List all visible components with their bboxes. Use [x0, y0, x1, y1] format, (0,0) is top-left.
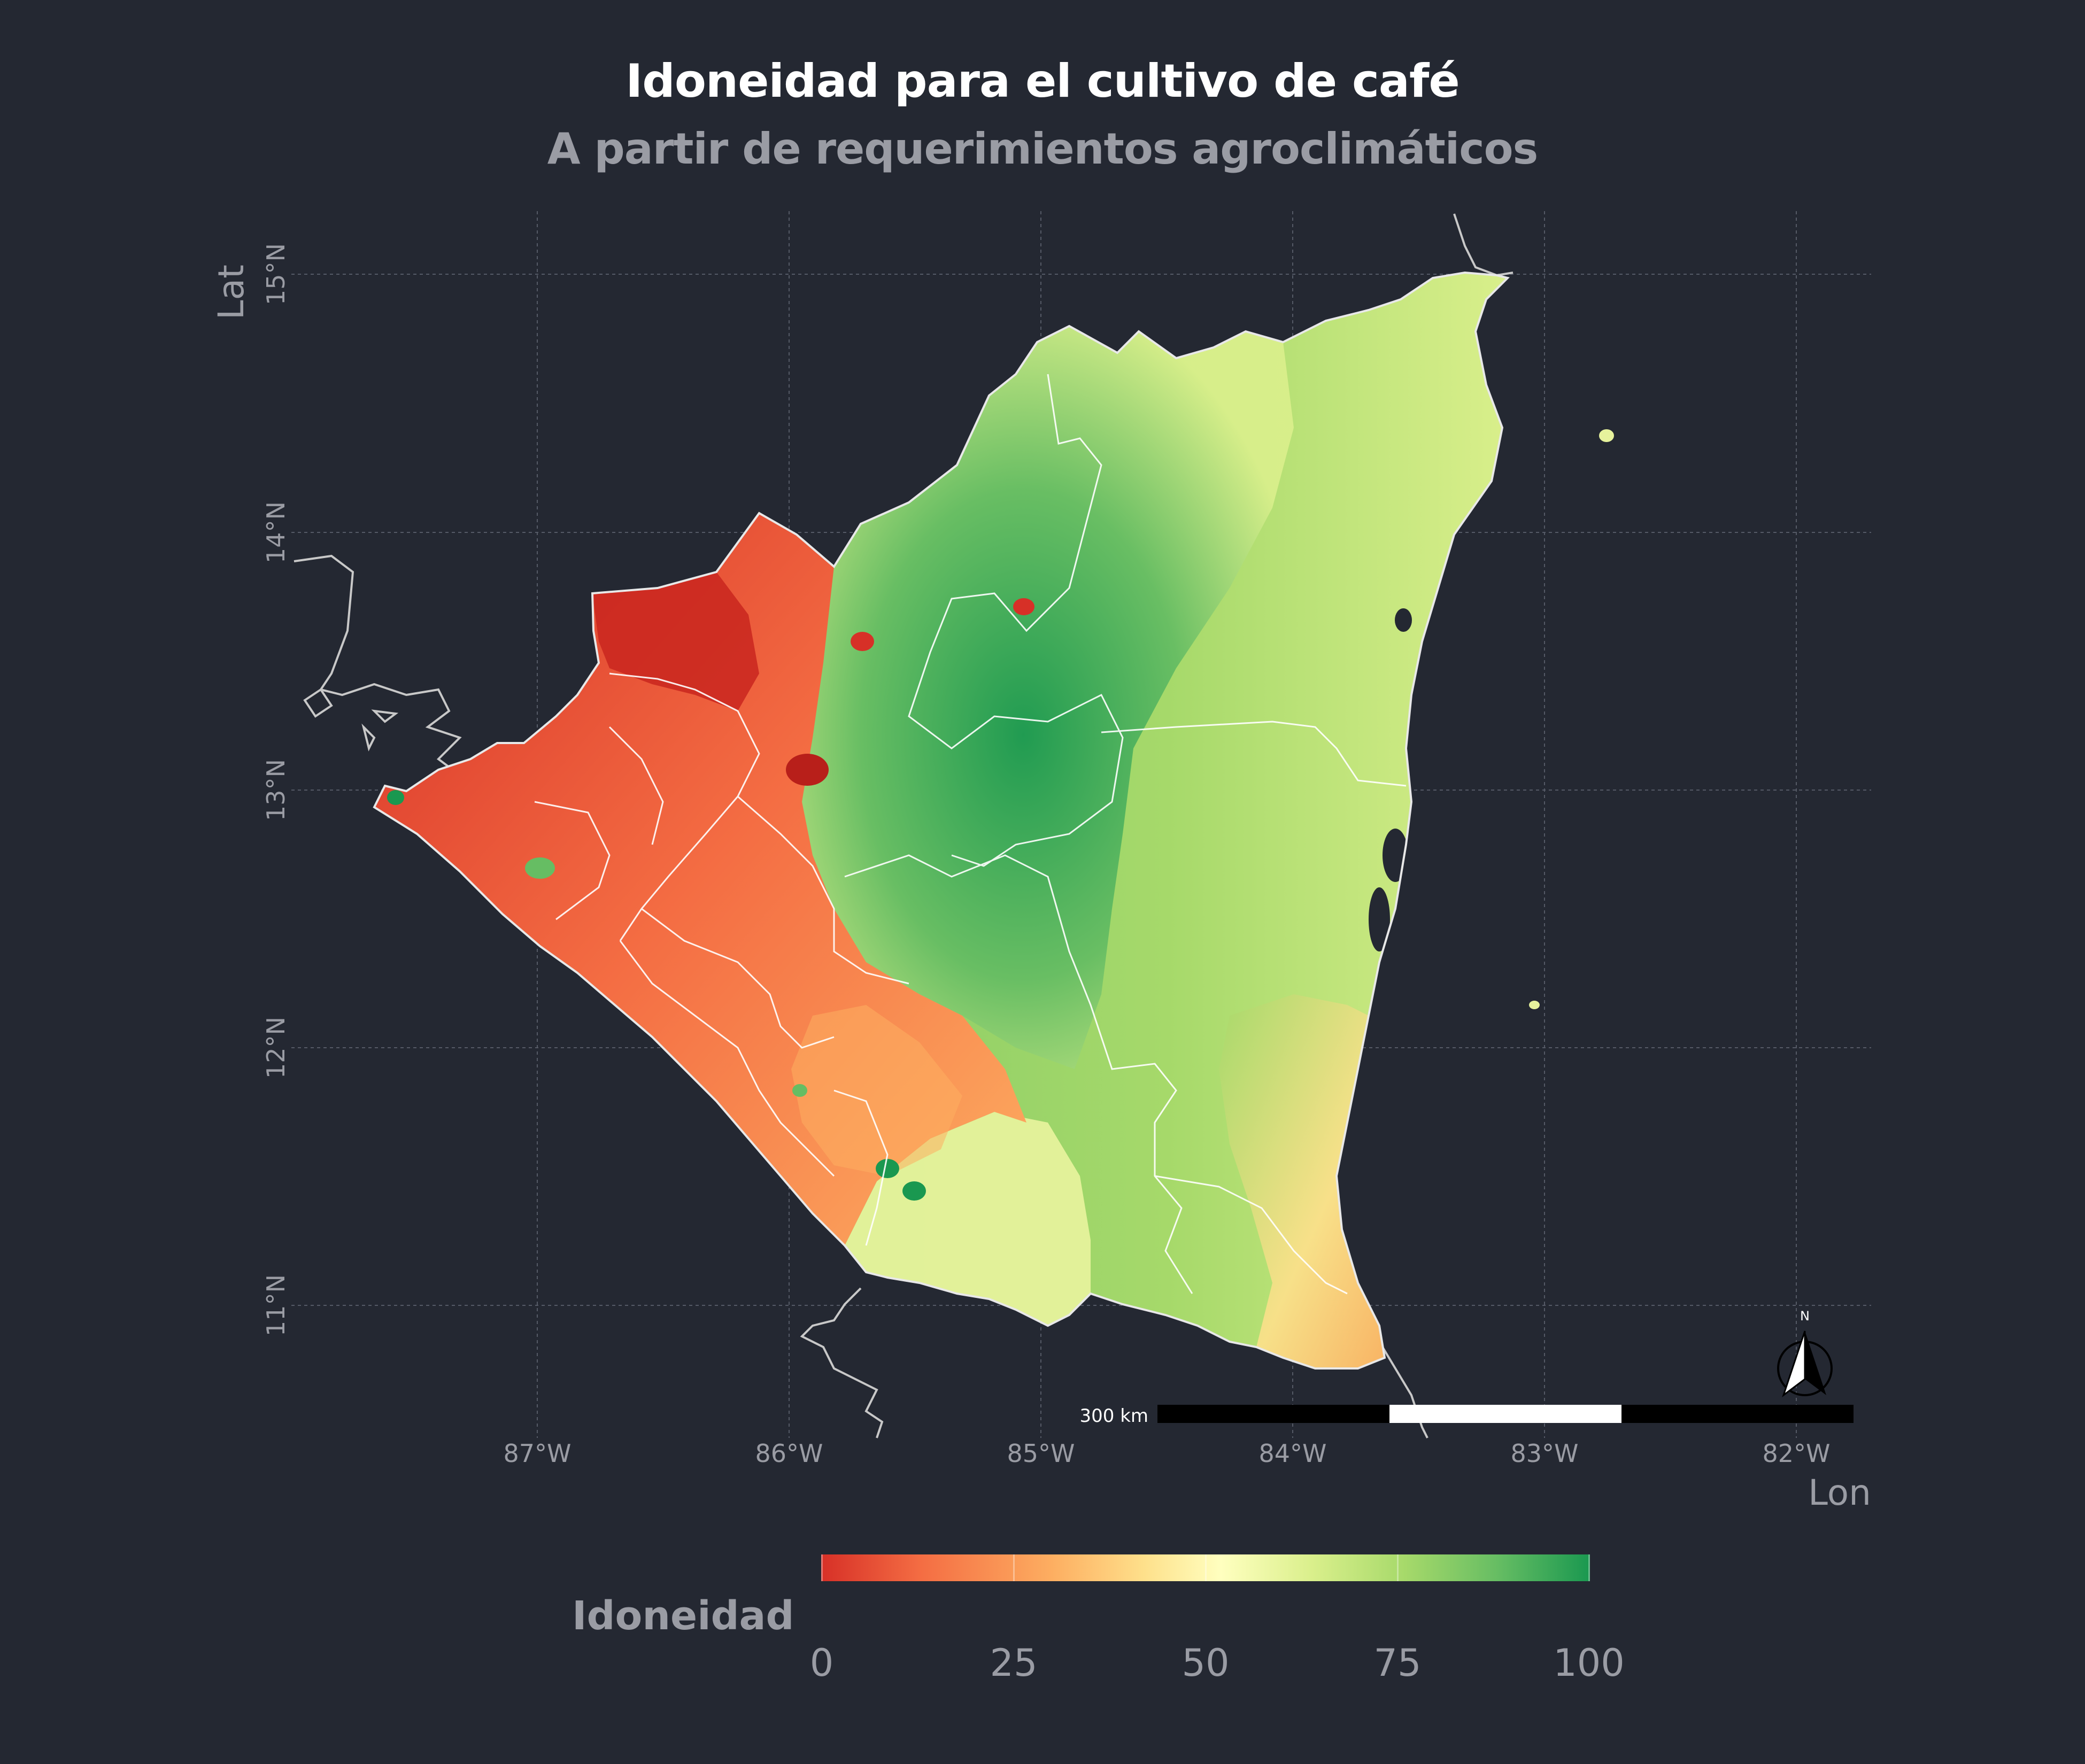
legend-title: Idoneidad	[572, 1593, 794, 1639]
volcano-green-1	[387, 790, 404, 805]
hotspot-red-3	[786, 754, 829, 786]
y-axis-title: Lat	[211, 265, 252, 320]
orange-lowlands	[791, 1005, 962, 1176]
legend-tick-mark	[1588, 1554, 1590, 1581]
boundary-north	[908, 374, 1124, 867]
x-axis-title: Lon	[1808, 1472, 1871, 1513]
legend-tick-mark	[1013, 1554, 1015, 1581]
country-outline	[373, 271, 1510, 1370]
volcano-green-3	[876, 1159, 899, 1178]
boundary-west-1	[534, 801, 611, 920]
north-arrow-icon: N	[1777, 1309, 1833, 1398]
legend-colorbar	[821, 1554, 1590, 1581]
boundary-central	[844, 854, 1193, 1294]
y-tick-label: 13°N	[261, 759, 290, 821]
corn-islands	[1599, 429, 1614, 442]
legend-tick-label: 25	[990, 1641, 1038, 1685]
x-tick-label: 82°W	[1762, 1439, 1830, 1468]
lagoon-3	[1395, 608, 1412, 632]
lagoon-2	[1369, 887, 1390, 951]
y-tick-label: 15°N	[261, 243, 290, 305]
boundary-pacific-4	[619, 940, 835, 1177]
boundary-pacific-3	[641, 908, 835, 1049]
southeast-yellow-zone	[1219, 994, 1385, 1368]
boundary-pacific-2	[737, 795, 909, 985]
hotspot-red-1	[851, 632, 874, 651]
honduras-caribbean	[1453, 213, 1513, 277]
scale-segment-2	[1389, 1405, 1621, 1423]
x-tick-label: 83°W	[1510, 1439, 1578, 1468]
x-axis: 87°W 86°W 85°W 84°W 83°W 82°W	[503, 1439, 1830, 1468]
legend-tick-label: 50	[1182, 1641, 1230, 1685]
legend-tick-mark	[821, 1554, 823, 1581]
y-tick-label: 12°N	[261, 1017, 290, 1079]
legend-tick-label: 0	[809, 1641, 834, 1685]
boundary-south	[1154, 1175, 1348, 1295]
legend-tick-mark	[1205, 1554, 1207, 1581]
hotspot-red-2	[1013, 598, 1034, 615]
volcano-green-4	[902, 1181, 926, 1201]
north-arrow-label: N	[1800, 1309, 1810, 1324]
volcano-green-2	[525, 857, 555, 879]
y-tick-label: 14°N	[261, 501, 290, 563]
boundary-rivas	[833, 1089, 889, 1246]
map-title: Idoneidad para el cultivo de café	[626, 55, 1460, 108]
boundary-west-2	[608, 726, 664, 845]
map-subtitle: A partir de requerimientos agroclimático…	[547, 124, 1538, 174]
north-green-zone	[802, 326, 1294, 1069]
legend-tick-label: 100	[1553, 1641, 1625, 1685]
suitability-raster	[374, 273, 1614, 1368]
boundary-pacific-1	[609, 672, 760, 941]
x-tick-label: 86°W	[755, 1439, 823, 1468]
honduras-coast	[294, 554, 472, 777]
x-tick-label: 87°W	[503, 1439, 571, 1468]
scale-segment-1	[1157, 1405, 1389, 1423]
x-tick-label: 84°W	[1258, 1439, 1326, 1468]
island-small	[1529, 1001, 1540, 1009]
legend-tick-label: 75	[1373, 1641, 1422, 1685]
scale-bar-label: 300 km	[1079, 1405, 1148, 1427]
scale-bar: 300 km	[1079, 1405, 1854, 1427]
volcano-green-5	[792, 1084, 807, 1097]
department-boundaries	[534, 374, 1407, 1295]
costa-rica-coast	[800, 1287, 884, 1438]
y-axis: 15°N 14°N 13°N 12°N 11°N	[261, 243, 290, 1336]
gulf-islands	[303, 688, 399, 752]
x-tick-label: 85°W	[1007, 1439, 1075, 1468]
y-tick-label: 11°N	[261, 1274, 290, 1336]
boundary-raan-raas	[1101, 721, 1407, 787]
legend-tick-mark	[1397, 1554, 1399, 1581]
scale-segment-3	[1621, 1405, 1854, 1423]
